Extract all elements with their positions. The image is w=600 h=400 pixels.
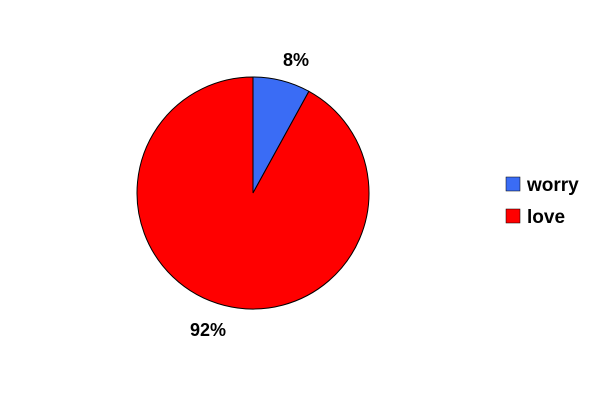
data-label-worry: 8%: [283, 50, 309, 70]
pie-slice-love: [136, 76, 370, 310]
data-label-love: 92%: [190, 320, 226, 340]
legend-swatch-worry: [505, 176, 521, 192]
legend-label-worry: worry: [526, 175, 579, 196]
legend-swatch-love: [505, 208, 521, 224]
legend-label-love: love: [527, 207, 565, 228]
